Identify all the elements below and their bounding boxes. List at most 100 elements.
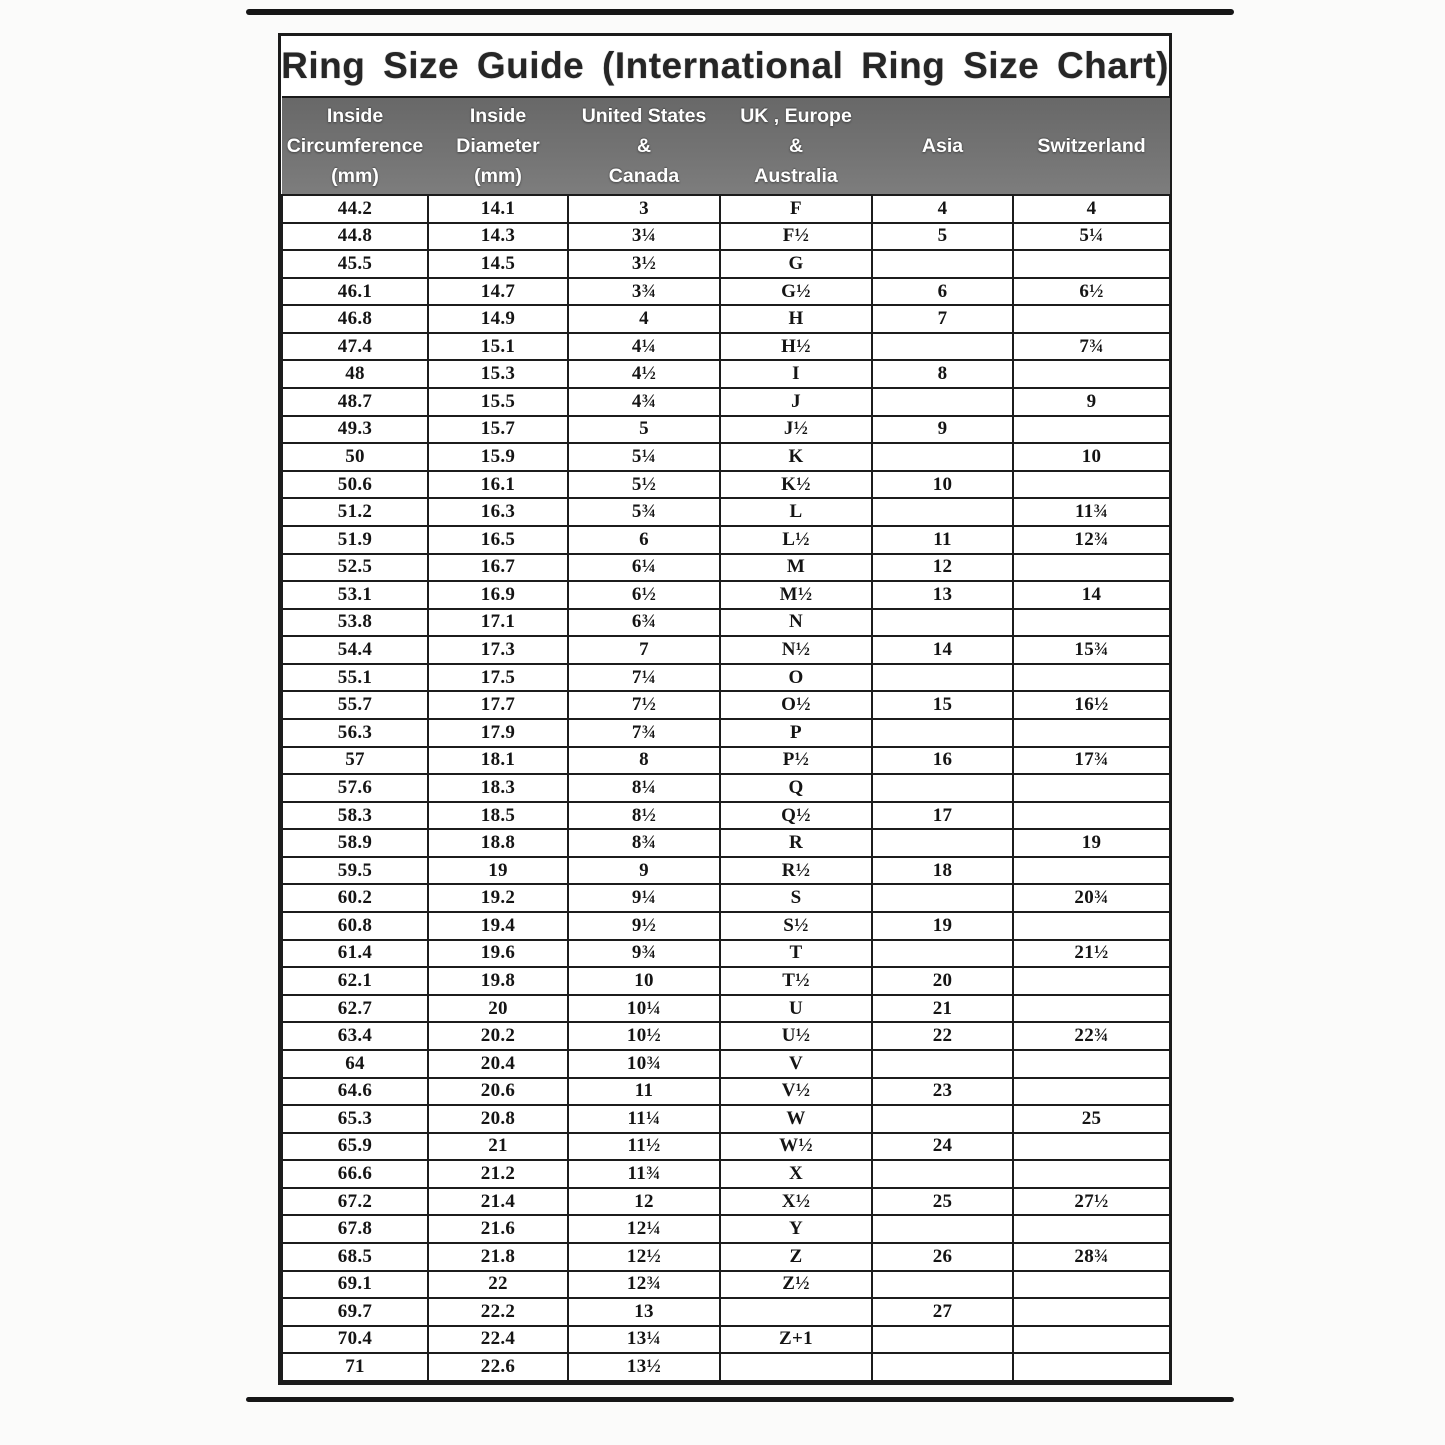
table-cell: 9¼ — [567, 883, 721, 914]
table-cell: 20.4 — [427, 1048, 569, 1079]
table-cell: 19.2 — [427, 883, 569, 914]
table-cell: 56.3 — [281, 717, 429, 748]
table-cell: 21 — [427, 1131, 569, 1162]
table-cell: 18 — [871, 855, 1014, 886]
table-cell: T½ — [719, 966, 873, 996]
table-cell: 26 — [871, 1241, 1014, 1272]
table-row: 60.8 19.4 9½ S½ 19 — [281, 911, 1171, 941]
table-cell: S½ — [719, 911, 873, 941]
table-cell: 44.8 — [281, 221, 429, 252]
table-cell: 17.7 — [427, 690, 569, 720]
table-cell: 19 — [871, 911, 1014, 941]
table-cell — [871, 662, 1014, 693]
table-cell: 14.3 — [427, 221, 569, 252]
table-cell: 66.6 — [281, 1159, 429, 1189]
table-cell: P — [719, 717, 873, 748]
table-row: 51.9 16.5 6 L½ 11 12¾ — [281, 524, 1171, 555]
table-cell: 28¾ — [1012, 1241, 1171, 1272]
table-cell: 19 — [1012, 828, 1171, 858]
table-cell: 9¾ — [567, 938, 721, 969]
table-cell: Y — [719, 1214, 873, 1244]
table-cell: O — [719, 662, 873, 693]
table-row: 63.4 20.2 10½ U½ 22 22¾ — [281, 1021, 1171, 1051]
header-asia: Asia — [872, 96, 1013, 196]
table-cell: S — [719, 883, 873, 914]
table-cell — [1012, 662, 1171, 693]
table-cell — [871, 497, 1014, 527]
table-cell: 8¼ — [567, 773, 721, 803]
table-cell — [1012, 1048, 1171, 1079]
table-cell: 19.8 — [427, 966, 569, 996]
table-cell: 17¾ — [1012, 745, 1171, 776]
table-cell: 22.2 — [427, 1297, 569, 1327]
table-cell: 62.7 — [281, 993, 429, 1024]
table-cell: 57.6 — [281, 773, 429, 803]
table-cell: 11¾ — [567, 1159, 721, 1189]
table-cell: H — [719, 304, 873, 334]
table-cell: R½ — [719, 855, 873, 886]
table-cell: Z+1 — [719, 1324, 873, 1355]
table-cell: 3 — [567, 194, 721, 224]
chart-title: Ring Size Guide (International Ring Size… — [281, 45, 1169, 86]
table-cell: F½ — [719, 221, 873, 252]
table-cell: G½ — [719, 276, 873, 307]
table-cell: U — [719, 993, 873, 1024]
table-cell — [871, 607, 1014, 638]
table-cell: 6¾ — [567, 607, 721, 638]
table-row: 64.6 20.6 11 V½ 23 — [281, 1076, 1171, 1107]
table-cell: 21 — [871, 993, 1014, 1024]
table-header-row: Inside Circumference (mm) Inside Diamete… — [282, 96, 1170, 196]
table-cell — [1012, 1076, 1171, 1107]
table-cell: 8 — [871, 359, 1014, 390]
table-cell — [1012, 1297, 1171, 1327]
table-row: 46.8 14.9 4 H 7 — [281, 304, 1171, 334]
table-cell: 18.8 — [427, 828, 569, 858]
table-cell: 20.6 — [427, 1076, 569, 1107]
table-row: 70.4 22.4 13¼ Z+1 — [281, 1324, 1171, 1355]
table-cell: 7¼ — [567, 662, 721, 693]
table-cell — [719, 1352, 873, 1382]
table-cell: T — [719, 938, 873, 969]
table-row: 53.1 16.9 6½ M½ 13 14 — [281, 580, 1171, 610]
table-cell: 23 — [871, 1076, 1014, 1107]
table-cell: 6 — [567, 524, 721, 555]
table-cell: 14.1 — [427, 194, 569, 224]
table-cell: M — [719, 552, 873, 583]
table-row: 47.4 15.1 4¼ H½ 7¾ — [281, 331, 1171, 362]
table-cell: 7¾ — [567, 717, 721, 748]
table-cell — [1012, 800, 1171, 831]
table-row: 48.7 15.5 4¾ J 9 — [281, 387, 1171, 417]
table-cell: M½ — [719, 580, 873, 610]
table-cell: V½ — [719, 1076, 873, 1107]
table-cell: 16.3 — [427, 497, 569, 527]
table-cell — [1012, 414, 1171, 445]
table-cell — [871, 883, 1014, 914]
table-cell: 65.9 — [281, 1131, 429, 1162]
table-cell: K — [719, 442, 873, 472]
table-row: 62.1 19.8 10 T½ 20 — [281, 966, 1171, 996]
table-cell: 61.4 — [281, 938, 429, 969]
table-cell: 46.1 — [281, 276, 429, 307]
table-row: 57 18.1 8 P½ 16 17¾ — [281, 745, 1171, 776]
table-cell — [871, 1269, 1014, 1300]
table-cell: 50.6 — [281, 469, 429, 500]
table-cell: 12¾ — [567, 1269, 721, 1300]
table-cell: 18.1 — [427, 745, 569, 776]
table-cell: 55.1 — [281, 662, 429, 693]
table-cell: 22¾ — [1012, 1021, 1171, 1051]
table-cell — [871, 717, 1014, 748]
table-cell: 62.1 — [281, 966, 429, 996]
table-cell — [871, 938, 1014, 969]
table-cell: 3¼ — [567, 221, 721, 252]
table-cell — [1012, 1159, 1171, 1189]
table-row: 69.1 22 12¾ Z½ — [281, 1269, 1171, 1300]
table-cell: 45.5 — [281, 249, 429, 279]
table-cell: 19.6 — [427, 938, 569, 969]
table-cell — [1012, 304, 1171, 334]
table-cell: 57 — [281, 745, 429, 776]
header-uk-europe-australia: UK , Europe & Australia — [720, 96, 872, 196]
table-cell: 53.1 — [281, 580, 429, 610]
table-cell: 21.8 — [427, 1241, 569, 1272]
table-cell — [871, 1104, 1014, 1134]
table-row: 46.1 14.7 3¾ G½ 6 6½ — [281, 276, 1171, 307]
